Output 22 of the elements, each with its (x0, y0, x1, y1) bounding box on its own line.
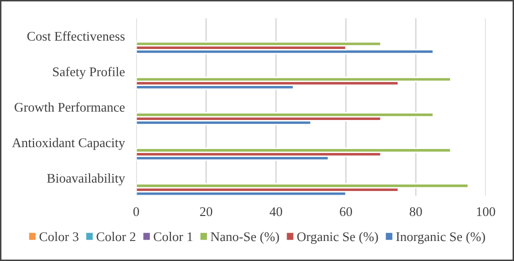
bar (136, 41, 382, 46)
bar (136, 148, 452, 153)
legend-label: Nano-Se (%) (210, 232, 279, 244)
y-tick-label: Antioxidant Capacity (12, 138, 126, 150)
legend-label: Inorganic Se (%) (396, 232, 485, 244)
x-tick-label: 0 (133, 207, 140, 216)
x-tick-label: 80 (410, 207, 422, 216)
legend-label: Color 2 (96, 232, 136, 242)
y-tick-label: Cost Effectiveness (27, 31, 125, 41)
x-tick-label: 40 (270, 207, 282, 216)
x-tick-label: 100 (476, 207, 496, 216)
legend-label: Organic Se (%) (297, 232, 378, 244)
bar (136, 112, 434, 118)
legend-label: Color 3 (40, 232, 78, 242)
x-tick-label: 60 (340, 207, 352, 216)
y-tick-label: Bioavailability (47, 173, 126, 186)
y-tick-label: Safety Profile (53, 66, 125, 80)
legend-label: Color 1 (154, 232, 192, 242)
bar (136, 183, 469, 188)
bar (136, 76, 452, 82)
y-tick-label: Growth Performance (14, 102, 125, 112)
x-tick-label: 20 (200, 207, 212, 216)
